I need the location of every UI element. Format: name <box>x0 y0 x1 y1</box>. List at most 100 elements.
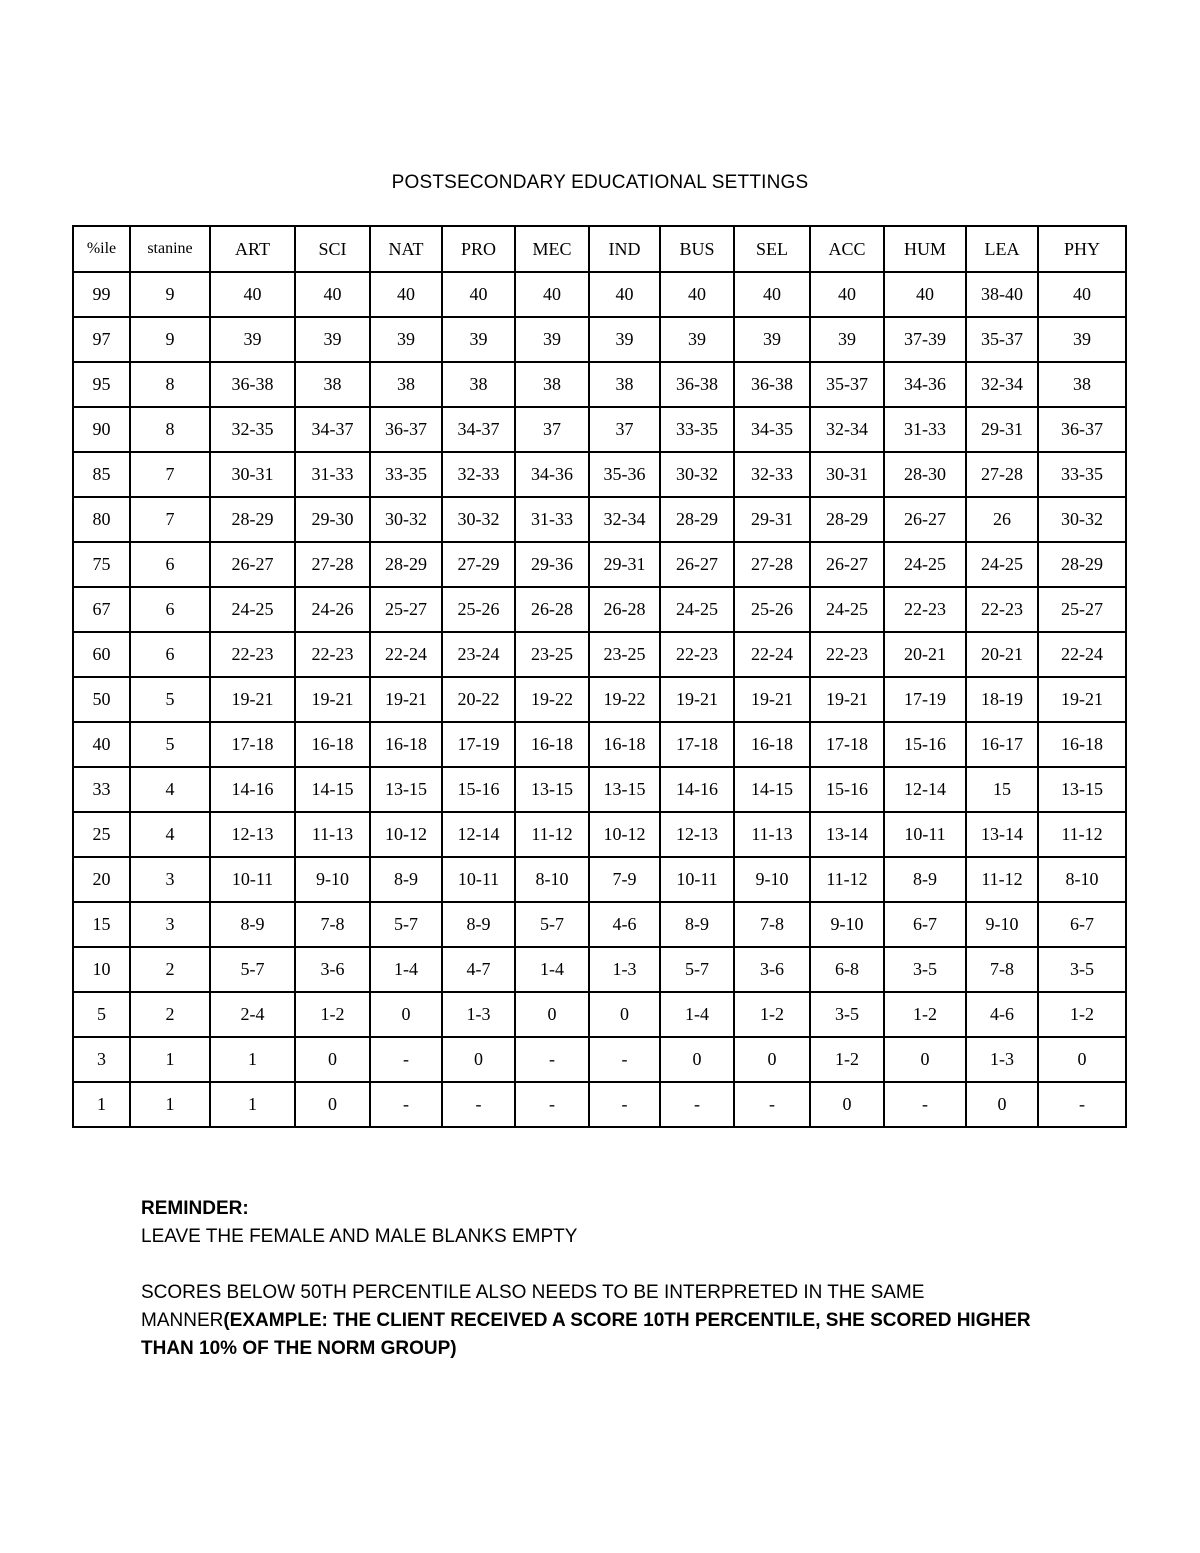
table-cell: 15 <box>965 766 1039 813</box>
table-cell: 3-6 <box>733 946 811 993</box>
table-cell: 12-14 <box>883 766 967 813</box>
table-cell: 24-25 <box>209 586 296 633</box>
table-cell: 36-37 <box>369 406 443 453</box>
table-cell: 10-12 <box>369 811 443 858</box>
table-cell: 40 <box>294 271 371 318</box>
table-cell: 36-38 <box>209 361 296 408</box>
table-cell: 0 <box>659 1036 735 1083</box>
table-cell: 25-27 <box>369 586 443 633</box>
table-cell: 50 <box>72 676 131 723</box>
table-row: 15 3 8-9 7-8 5-7 8-9 5-7 4-6 8-9 7-8 9-10 6-7 9-10 6-… <box>72 901 1127 948</box>
table-cell: 25-27 <box>1037 586 1127 633</box>
table-cell: 6 <box>129 586 211 633</box>
table-cell: 24-25 <box>659 586 735 633</box>
table-cell: 8 <box>129 361 211 408</box>
table-cell: 13-15 <box>369 766 443 813</box>
table-cell: 17-18 <box>809 721 885 768</box>
notes: REMINDER: LEAVE THE FEMALE AND MALE BLAN… <box>141 1195 1061 1363</box>
table-cell: 28-29 <box>809 496 885 543</box>
table-row: 95 8 36-38 38 38 38 38 38 36-38 36-38 35-37 34-36 32… <box>72 361 1127 408</box>
table-cell: 11-12 <box>809 856 885 903</box>
table-cell: 19-21 <box>733 676 811 723</box>
table-cell: 0 <box>369 991 443 1038</box>
table-cell: 23-25 <box>588 631 661 678</box>
table-cell: 26-27 <box>883 496 967 543</box>
table-cell: 38-40 <box>965 271 1039 318</box>
table-cell: 8-9 <box>369 856 443 903</box>
reminder-text: LEAVE THE FEMALE AND MALE BLANKS EMPTY <box>141 1226 578 1247</box>
table-cell: 10-12 <box>588 811 661 858</box>
table-cell: 5-7 <box>659 946 735 993</box>
table-cell: 97 <box>72 316 131 363</box>
table-cell: 38 <box>441 361 516 408</box>
table-cell: 0 <box>965 1081 1039 1128</box>
table-cell: - <box>733 1081 811 1128</box>
table-cell: 18-19 <box>965 676 1039 723</box>
table-cell: 29-30 <box>294 496 371 543</box>
table-row: 85 7 30-31 31-33 33-35 32-33 34-36 35-36 30-32 32… <box>72 451 1127 498</box>
table-cell: 27-28 <box>965 451 1039 498</box>
table-cell: 1-3 <box>441 991 516 1038</box>
table-cell: 19-22 <box>514 676 590 723</box>
table-cell: 37-39 <box>883 316 967 363</box>
table-cell: 14-16 <box>209 766 296 813</box>
column-header: stanine <box>129 225 211 273</box>
table-cell: 39 <box>441 316 516 363</box>
table-cell: - <box>588 1081 661 1128</box>
table-row: 67 6 24-25 24-26 25-27 25-26 26-28 26-28 24-25 25… <box>72 586 1127 633</box>
table-cell: 2 <box>129 991 211 1038</box>
table-cell: 5 <box>72 991 131 1038</box>
table-cell: 10-11 <box>441 856 516 903</box>
table-cell: 31-33 <box>294 451 371 498</box>
table-cell: 3-6 <box>294 946 371 993</box>
table-cell: 24-25 <box>883 541 967 588</box>
table-cell: 22-24 <box>1037 631 1127 678</box>
table-cell: 12-14 <box>441 811 516 858</box>
table-cell: 1-4 <box>514 946 590 993</box>
table-row: 99 9 40 40 40 40 40 40 40 40 40 40 38-40 40 <box>72 271 1127 318</box>
table-cell: 26-27 <box>209 541 296 588</box>
table-cell: 4-7 <box>441 946 516 993</box>
table-cell: 8-9 <box>883 856 967 903</box>
table-cell: 39 <box>369 316 443 363</box>
table-cell: 9-10 <box>965 901 1039 948</box>
table-cell: 16-18 <box>733 721 811 768</box>
table-cell: - <box>588 1036 661 1083</box>
table-cell: 32-34 <box>965 361 1039 408</box>
table-row: 80 7 28-29 29-30 30-32 30-32 31-33 32-34 28-29 29… <box>72 496 1127 543</box>
table-cell: 75 <box>72 541 131 588</box>
table-cell: 40 <box>809 271 885 318</box>
table-cell: 37 <box>514 406 590 453</box>
table-cell: 34-35 <box>733 406 811 453</box>
table-cell: 67 <box>72 586 131 633</box>
table-cell: 22-23 <box>294 631 371 678</box>
table-cell: 3 <box>72 1036 131 1083</box>
table-cell: 4-6 <box>588 901 661 948</box>
table-cell: 6-7 <box>1037 901 1127 948</box>
table-cell: 1 <box>72 1081 131 1128</box>
table-cell: 40 <box>733 271 811 318</box>
table-cell: 15-16 <box>883 721 967 768</box>
table-cell: 25 <box>72 811 131 858</box>
table-cell: 0 <box>441 1036 516 1083</box>
column-header: SCI <box>294 225 371 273</box>
table-cell: 1-2 <box>733 991 811 1038</box>
table-row: 33 4 14-16 14-15 13-15 15-16 13-15 13-15 14-16 14… <box>72 766 1127 813</box>
column-header: %ile <box>72 225 131 273</box>
table-cell: 15-16 <box>809 766 885 813</box>
table-cell: 11-12 <box>965 856 1039 903</box>
table-cell: 0 <box>883 1036 967 1083</box>
table-cell: 26-28 <box>588 586 661 633</box>
table-cell: 22-23 <box>809 631 885 678</box>
table-cell: 95 <box>72 361 131 408</box>
table-cell: 39 <box>514 316 590 363</box>
table-cell: 7 <box>129 496 211 543</box>
table-row: 90 8 32-35 34-37 36-37 34-37 37 37 33-35 34-35 32-… <box>72 406 1127 453</box>
table-cell: 29-31 <box>965 406 1039 453</box>
table-cell: 34-36 <box>883 361 967 408</box>
table-cell: 6-8 <box>809 946 885 993</box>
table-cell: 0 <box>588 991 661 1038</box>
table-cell: 31-33 <box>883 406 967 453</box>
table-cell: 1-2 <box>1037 991 1127 1038</box>
table-cell: 80 <box>72 496 131 543</box>
